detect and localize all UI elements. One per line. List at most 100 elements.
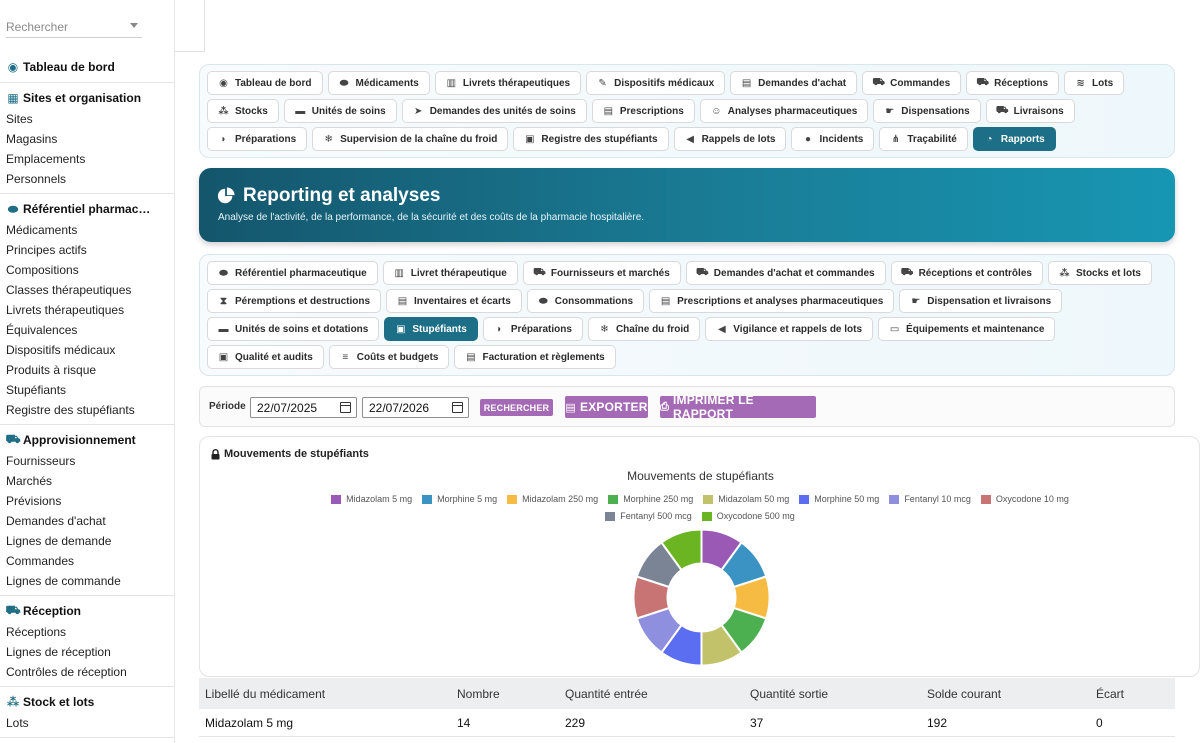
tab-prescription[interactable]: ▤ Prescriptions et analyses pharmaceutiqu… (649, 289, 895, 313)
column-header[interactable]: Quantité entrée (565, 686, 648, 701)
sidebar-item[interactable]: Dispositifs médicaux (6, 343, 116, 357)
tab-hand[interactable]: ☛ Dispensations (873, 99, 981, 123)
date-to-input[interactable]: 22/07/2026 (362, 397, 469, 418)
tab-bed[interactable]: ▬ Unités de soins (283, 99, 397, 123)
search-button[interactable]: RECHERCHER (480, 399, 553, 416)
tab-monitor[interactable]: ▭ Équipements et maintenance (878, 317, 1056, 341)
sidebar-item[interactable]: Lignes de commande (6, 574, 121, 588)
calendar-icon[interactable] (340, 402, 351, 413)
sidebar-section-header[interactable]: ⛟ Approvisionnement (0, 429, 174, 451)
tab-clipboard-check[interactable]: ▣ Qualité et audits (207, 345, 324, 369)
legend-item[interactable]: Morphine 5 mg (422, 493, 497, 505)
tab-hourglass[interactable]: ⧗ Péremptions et destructions (207, 289, 382, 313)
tab-sitemap[interactable]: ⋔ Traçabilité (879, 127, 968, 151)
legend-item[interactable]: Midazolam 5 mg (331, 493, 412, 505)
column-header[interactable]: Quantité sortie (750, 686, 829, 701)
tab-chart-pie[interactable]: ◔ Rapports (972, 127, 1056, 151)
sidebar-search-select[interactable]: Rechercher (6, 16, 142, 38)
table-row[interactable]: Midazolam 5 mg 14 229 37 192 0 (199, 709, 1175, 737)
tab-bed[interactable]: ▬ Unités de soins et dotations (207, 317, 380, 341)
tab-lock[interactable]: ▣ Stupéfiants (384, 317, 478, 341)
sidebar-item[interactable]: Lignes de demande (6, 534, 112, 548)
sidebar-item[interactable]: Sites (6, 112, 33, 126)
tab-mortar[interactable]: ◗ Préparations (482, 317, 583, 341)
sidebar-section-header[interactable]: ⛟ Réception (0, 600, 174, 622)
tab-coins[interactable]: ≡ Coûts et budgets (328, 345, 450, 369)
sidebar-section-header[interactable]: ⁂ Stock et lots (0, 691, 174, 713)
sidebar-item[interactable]: Emplacements (6, 152, 86, 166)
tab-snowflake[interactable]: ❄ Supervision de la chaîne du froid (312, 127, 509, 151)
sidebar-item[interactable]: Prévisions (6, 494, 62, 508)
tab-send[interactable]: ➤ Demandes des unités de soins (401, 99, 587, 123)
tab-snowflake[interactable]: ❄ Chaîne du froid (587, 317, 701, 341)
tab-pills[interactable]: ⬬ Consommations (526, 289, 645, 313)
tab-syringe[interactable]: ✎ Dispositifs médicaux (586, 71, 726, 95)
tab-dashboard[interactable]: ◉ Tableau de bord (207, 71, 323, 95)
column-header[interactable]: Nombre (457, 686, 500, 701)
sidebar-item[interactable]: Produits à risque (6, 363, 97, 377)
sidebar-item[interactable]: Équivalences (6, 323, 78, 337)
tab-pills[interactable]: ⬬ Médicaments (327, 71, 430, 95)
date-from-input[interactable]: 22/07/2025 (250, 397, 357, 418)
donut-slice[interactable] (660, 528, 703, 572)
sidebar-item[interactable]: Personnels (6, 172, 67, 186)
calendar-icon[interactable] (452, 402, 463, 413)
tab-bullhorn[interactable]: ◀ Rappels de lots (673, 127, 787, 151)
tab-truck-ramp[interactable]: ⛟ Réceptions et contrôles (890, 261, 1043, 285)
sidebar-item[interactable]: Médicaments (6, 223, 78, 237)
column-header[interactable]: Solde courant (927, 686, 1002, 701)
sidebar-item[interactable]: Lignes de réception (6, 645, 111, 659)
legend-item[interactable]: Morphine 50 mg (799, 493, 879, 505)
sidebar-item[interactable]: Stupéfiants (6, 383, 67, 397)
sidebar-section-header[interactable]: ⬬ Référentiel pharmac… (0, 198, 174, 220)
tab-boxes[interactable]: ⁂ Stocks (207, 99, 279, 123)
legend-item[interactable]: Fentanyl 500 mcg (605, 510, 692, 522)
legend-item[interactable]: Fentanyl 10 mcg (889, 493, 971, 505)
tab-pills[interactable]: ⬬ Référentiel pharmaceutique (207, 261, 378, 285)
sidebar-item[interactable]: Demandes d'achat (6, 514, 106, 528)
tab-prescription[interactable]: ▤ Prescriptions (591, 99, 695, 123)
export-button[interactable]: ▤ EXPORTER (565, 396, 648, 418)
print-report-button[interactable]: ⎙ IMPRIMER LE RAPPORT (660, 393, 816, 421)
tab-book[interactable]: ▥ Livrets thérapeutiques (434, 71, 582, 95)
tab-cart[interactable]: ⛟ Commandes (862, 71, 962, 95)
sidebar-item[interactable]: Registre des stupéfiants (6, 403, 135, 417)
sidebar-item[interactable]: Fournisseurs (6, 454, 76, 468)
tab-label: Stocks et lots (1075, 267, 1141, 279)
sidebar-item[interactable]: Compositions (6, 263, 79, 277)
tab-alert[interactable]: ● Incidents (791, 127, 875, 151)
legend-item[interactable]: Oxycodone 500 mg (701, 510, 795, 522)
sidebar-item[interactable]: Réceptions (6, 625, 67, 639)
tab-file[interactable]: ▤ Demandes d'achat (730, 71, 858, 95)
sidebar-item[interactable]: Contrôles de réception (6, 665, 127, 679)
legend-item[interactable]: Midazolam 250 mg (507, 493, 598, 505)
tab-cart[interactable]: ⛟ Demandes d'achat et commandes (685, 261, 886, 285)
sidebar-item[interactable]: Lots (6, 716, 29, 730)
legend-item[interactable]: Oxycodone 10 mg (980, 493, 1069, 505)
tab-lock[interactable]: ▣ Registre des stupéfiants (513, 127, 669, 151)
tab-clipboard[interactable]: ▤ Inventaires et écarts (386, 289, 522, 313)
tab-user-doctor[interactable]: ☺ Analyses pharmaceutiques (699, 99, 869, 123)
tab-hand[interactable]: ☛ Dispensation et livraisons (899, 289, 1063, 313)
sidebar-section-header[interactable]: ▦ Sites et organisation (0, 87, 174, 109)
tab-delivery[interactable]: ⛟ Livraisons (985, 99, 1075, 123)
sidebar-item[interactable]: Principes actifs (6, 243, 87, 257)
sidebar-section-header[interactable]: ◉ Tableau de bord (0, 56, 174, 78)
sidebar-item[interactable]: Classes thérapeutiques (6, 283, 132, 297)
tab-bullhorn[interactable]: ◀ Vigilance et rappels de lots (705, 317, 874, 341)
tab-book[interactable]: ▥ Livret thérapeutique (382, 261, 518, 285)
column-header[interactable]: Écart (1096, 686, 1125, 701)
column-header[interactable]: Libellé du médicament (205, 686, 326, 701)
legend-item[interactable]: Midazolam 50 mg (703, 493, 789, 505)
tab-truck[interactable]: ⛟ Réceptions (966, 71, 1060, 95)
sidebar-item[interactable]: Marchés (6, 474, 53, 488)
tab-boxes[interactable]: ⁂ Stocks et lots (1047, 261, 1152, 285)
tab-mortar[interactable]: ◗ Préparations (207, 127, 308, 151)
sidebar-item[interactable]: Livrets thérapeutiques (6, 303, 125, 317)
legend-item[interactable]: Morphine 250 mg (608, 493, 693, 505)
sidebar-item[interactable]: Commandes (6, 554, 75, 568)
tab-invoice[interactable]: ▤ Facturation et règlements (454, 345, 616, 369)
sidebar-item[interactable]: Magasins (6, 132, 58, 146)
tab-layers[interactable]: ≋ Lots (1064, 71, 1125, 95)
tab-truck[interactable]: ⛟ Fournisseurs et marchés (522, 261, 681, 285)
